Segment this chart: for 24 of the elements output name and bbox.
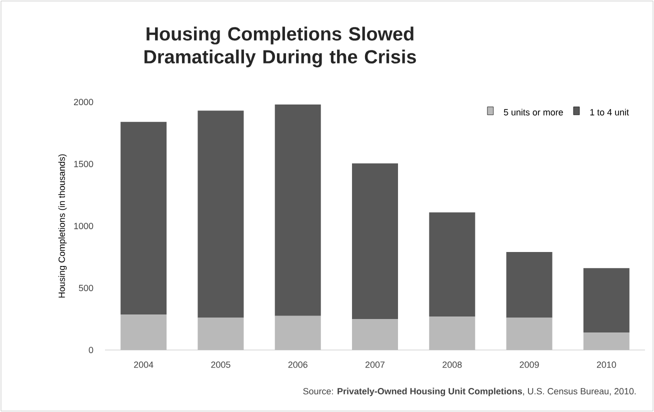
- y-tick-label: 500: [78, 284, 94, 292]
- y-tick-label: 0: [88, 346, 94, 354]
- x-tick-label: 2009: [520, 362, 539, 368]
- bar: [352, 163, 398, 319]
- x-tick-label: 2008: [442, 362, 462, 368]
- legend-label: 5 units or more: [504, 108, 563, 116]
- x-tick-label: 2004: [134, 362, 154, 368]
- bar: [506, 252, 552, 318]
- bar: [120, 122, 167, 315]
- y-tick-label: 2000: [74, 98, 94, 106]
- y-axis-title: Housing Completions (in thousands): [58, 154, 67, 298]
- bar: [429, 212, 476, 317]
- x-tick-label: 2006: [288, 362, 308, 368]
- bar: [274, 104, 321, 316]
- bar: [583, 268, 630, 333]
- legend-label: 1 to 4 unit: [590, 108, 629, 116]
- bar: [198, 110, 244, 318]
- x-tick-label: 2007: [365, 362, 385, 368]
- x-tick-label: 2010: [596, 362, 616, 368]
- chart-title: Housing Completions Slowed Dramatically During the Crisis: [144, 26, 416, 68]
- y-tick-label: 1500: [74, 160, 94, 168]
- x-tick-label: 2005: [211, 362, 230, 368]
- source-note: Source: Privately-Owned Housing Unit Completions, U.S. Census Bureau, 2010.: [303, 388, 636, 396]
- y-tick-label: 1000: [74, 222, 94, 230]
